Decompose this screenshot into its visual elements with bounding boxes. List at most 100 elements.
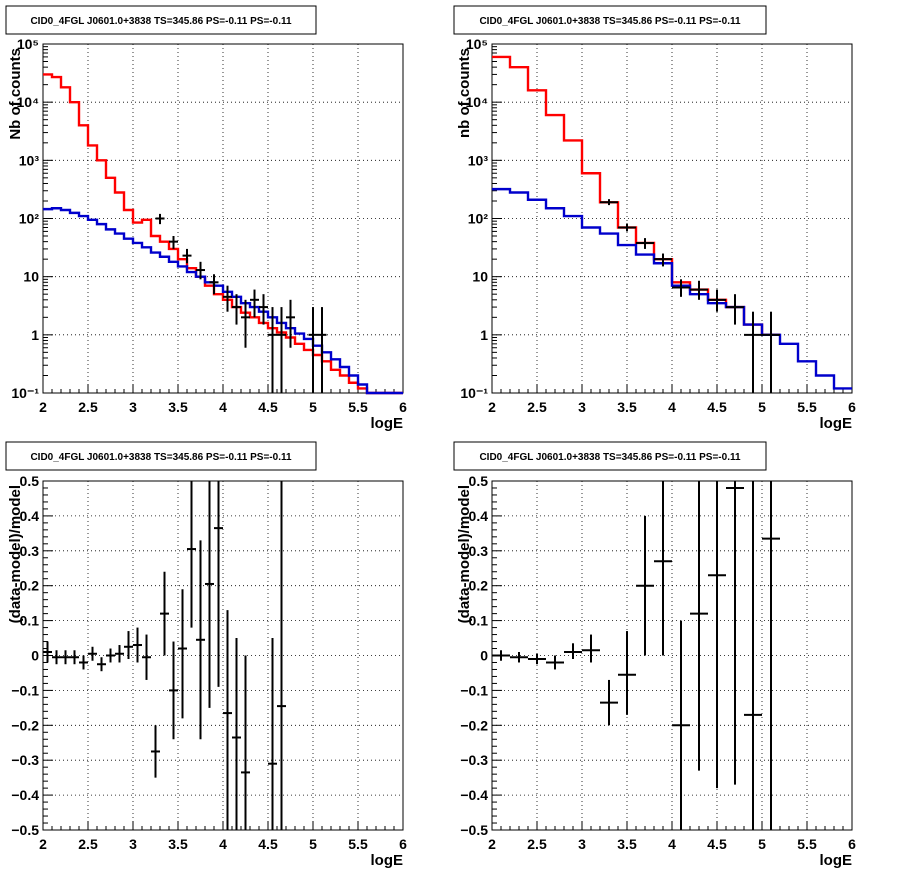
data-point bbox=[317, 307, 327, 393]
x-tick-label: 6 bbox=[848, 399, 856, 415]
x-tick-label: 3.5 bbox=[168, 836, 188, 852]
data-point bbox=[268, 638, 277, 830]
y-axis-label: nb of counts bbox=[456, 48, 473, 138]
x-axis-label: logE bbox=[820, 415, 853, 432]
x-tick-label: 5.5 bbox=[797, 399, 817, 415]
x-tick-label: 5 bbox=[758, 836, 766, 852]
data-point bbox=[182, 248, 192, 264]
data-point bbox=[52, 650, 61, 665]
y-tick-label: 0.3 bbox=[469, 543, 489, 559]
y-axis-label: (data-model)/model bbox=[7, 485, 24, 623]
data-point bbox=[232, 294, 241, 325]
y-axis-label: Nb of counts bbox=[7, 48, 24, 140]
x-tick-label: 4.5 bbox=[707, 399, 727, 415]
chart-title: CID0_4FGL J0601.0+3838 TS=345.86 PS=-0.1… bbox=[479, 452, 741, 463]
data-point bbox=[726, 294, 744, 325]
data-point bbox=[762, 311, 780, 393]
data-point bbox=[546, 655, 564, 670]
chart-title-box: CID0_4FGL J0601.0+3838 TS=345.86 PS=-0.1… bbox=[453, 441, 767, 471]
x-tick-label: 4.5 bbox=[707, 836, 727, 852]
x-tick-label: 3.5 bbox=[617, 836, 637, 852]
x-tick-label: 2.5 bbox=[78, 399, 98, 415]
y-tick-label: 10⁵ bbox=[17, 36, 39, 52]
data-point bbox=[744, 481, 762, 830]
y-tick-label: 10⁵ bbox=[466, 36, 488, 52]
data-point bbox=[97, 657, 106, 672]
y-tick-label: 10 bbox=[23, 269, 39, 285]
data-point bbox=[690, 280, 708, 300]
chart-top-left: CID0_4FGL J0601.0+3838 TS=345.86 PS=-0.1… bbox=[5, 5, 407, 432]
chart-bottom-left: CID0_4FGL J0601.0+3838 TS=345.86 PS=-0.1… bbox=[5, 441, 407, 869]
y-tick-label: 1 bbox=[480, 327, 488, 343]
y-tick-label: 0.4 bbox=[20, 508, 40, 524]
x-tick-label: 3 bbox=[129, 399, 137, 415]
y-tick-label: −0.3 bbox=[460, 752, 488, 768]
y-tick-label: 10⁴ bbox=[17, 94, 40, 110]
data-point bbox=[636, 238, 654, 249]
data-point bbox=[582, 634, 600, 663]
y-tick-label: −0.4 bbox=[11, 787, 39, 803]
data-point bbox=[223, 285, 232, 312]
data-point bbox=[277, 481, 286, 830]
y-tick-label: 0.2 bbox=[469, 578, 489, 594]
data-point bbox=[232, 638, 241, 830]
y-tick-label: −0.2 bbox=[11, 717, 39, 733]
data-point bbox=[618, 631, 636, 715]
y-tick-label: 10² bbox=[19, 211, 40, 227]
data-point bbox=[672, 620, 690, 830]
chart-title: CID0_4FGL J0601.0+3838 TS=345.86 PS=-0.1… bbox=[479, 16, 741, 27]
data-point bbox=[268, 307, 277, 393]
data-point bbox=[744, 311, 762, 393]
y-tick-label: 0.5 bbox=[469, 473, 489, 489]
model-component-histogram bbox=[492, 187, 852, 390]
x-tick-label: 5.5 bbox=[797, 836, 817, 852]
x-tick-label: 6 bbox=[848, 836, 856, 852]
y-tick-label: −0.1 bbox=[11, 682, 39, 698]
data-point bbox=[250, 289, 259, 318]
x-axis-label: logE bbox=[371, 852, 404, 869]
data-point bbox=[88, 646, 97, 661]
data-point bbox=[133, 627, 142, 663]
data-point bbox=[43, 641, 52, 663]
x-tick-label: 2.5 bbox=[527, 836, 547, 852]
data-point bbox=[259, 294, 268, 325]
data-point bbox=[142, 634, 151, 680]
data-point bbox=[672, 279, 690, 297]
data-point bbox=[196, 261, 205, 280]
y-tick-label: 10⁻¹ bbox=[460, 385, 488, 401]
x-tick-label: 4.5 bbox=[258, 399, 278, 415]
data-point bbox=[528, 653, 546, 665]
chart-title: CID0_4FGL J0601.0+3838 TS=345.86 PS=-0.1… bbox=[30, 16, 292, 27]
data-point bbox=[70, 650, 79, 665]
x-tick-label: 4 bbox=[219, 399, 227, 415]
data-point bbox=[241, 655, 250, 830]
x-tick-label: 2 bbox=[488, 399, 496, 415]
data-point bbox=[492, 650, 510, 661]
y-tick-label: 0 bbox=[480, 648, 488, 664]
y-tick-label: 0.1 bbox=[20, 613, 40, 629]
data-point bbox=[241, 299, 250, 348]
y-tick-label: 10³ bbox=[468, 152, 489, 168]
x-tick-label: 4.5 bbox=[258, 836, 278, 852]
data-point bbox=[169, 236, 178, 249]
x-tick-label: 2 bbox=[39, 836, 47, 852]
x-tick-label: 5.5 bbox=[348, 399, 368, 415]
chart-title-box: CID0_4FGL J0601.0+3838 TS=345.86 PS=-0.1… bbox=[453, 5, 767, 35]
data-point bbox=[187, 481, 196, 628]
chart-top-right: CID0_4FGL J0601.0+3838 TS=345.86 PS=-0.1… bbox=[453, 5, 856, 432]
x-tick-label: 2.5 bbox=[527, 399, 547, 415]
y-tick-label: −0.5 bbox=[460, 822, 488, 838]
data-point bbox=[196, 540, 205, 740]
x-tick-label: 5.5 bbox=[348, 836, 368, 852]
y-tick-label: 0.1 bbox=[469, 613, 489, 629]
y-tick-label: 0 bbox=[31, 648, 39, 664]
x-tick-label: 2.5 bbox=[78, 836, 98, 852]
x-tick-label: 5 bbox=[309, 399, 317, 415]
x-tick-label: 5 bbox=[309, 836, 317, 852]
data-point bbox=[61, 650, 70, 665]
y-tick-label: 0.4 bbox=[469, 508, 489, 524]
y-tick-label: −0.4 bbox=[460, 787, 488, 803]
y-axis-label: (data-model)/model bbox=[456, 485, 473, 623]
data-point bbox=[654, 481, 672, 656]
x-tick-label: 3.5 bbox=[168, 399, 188, 415]
